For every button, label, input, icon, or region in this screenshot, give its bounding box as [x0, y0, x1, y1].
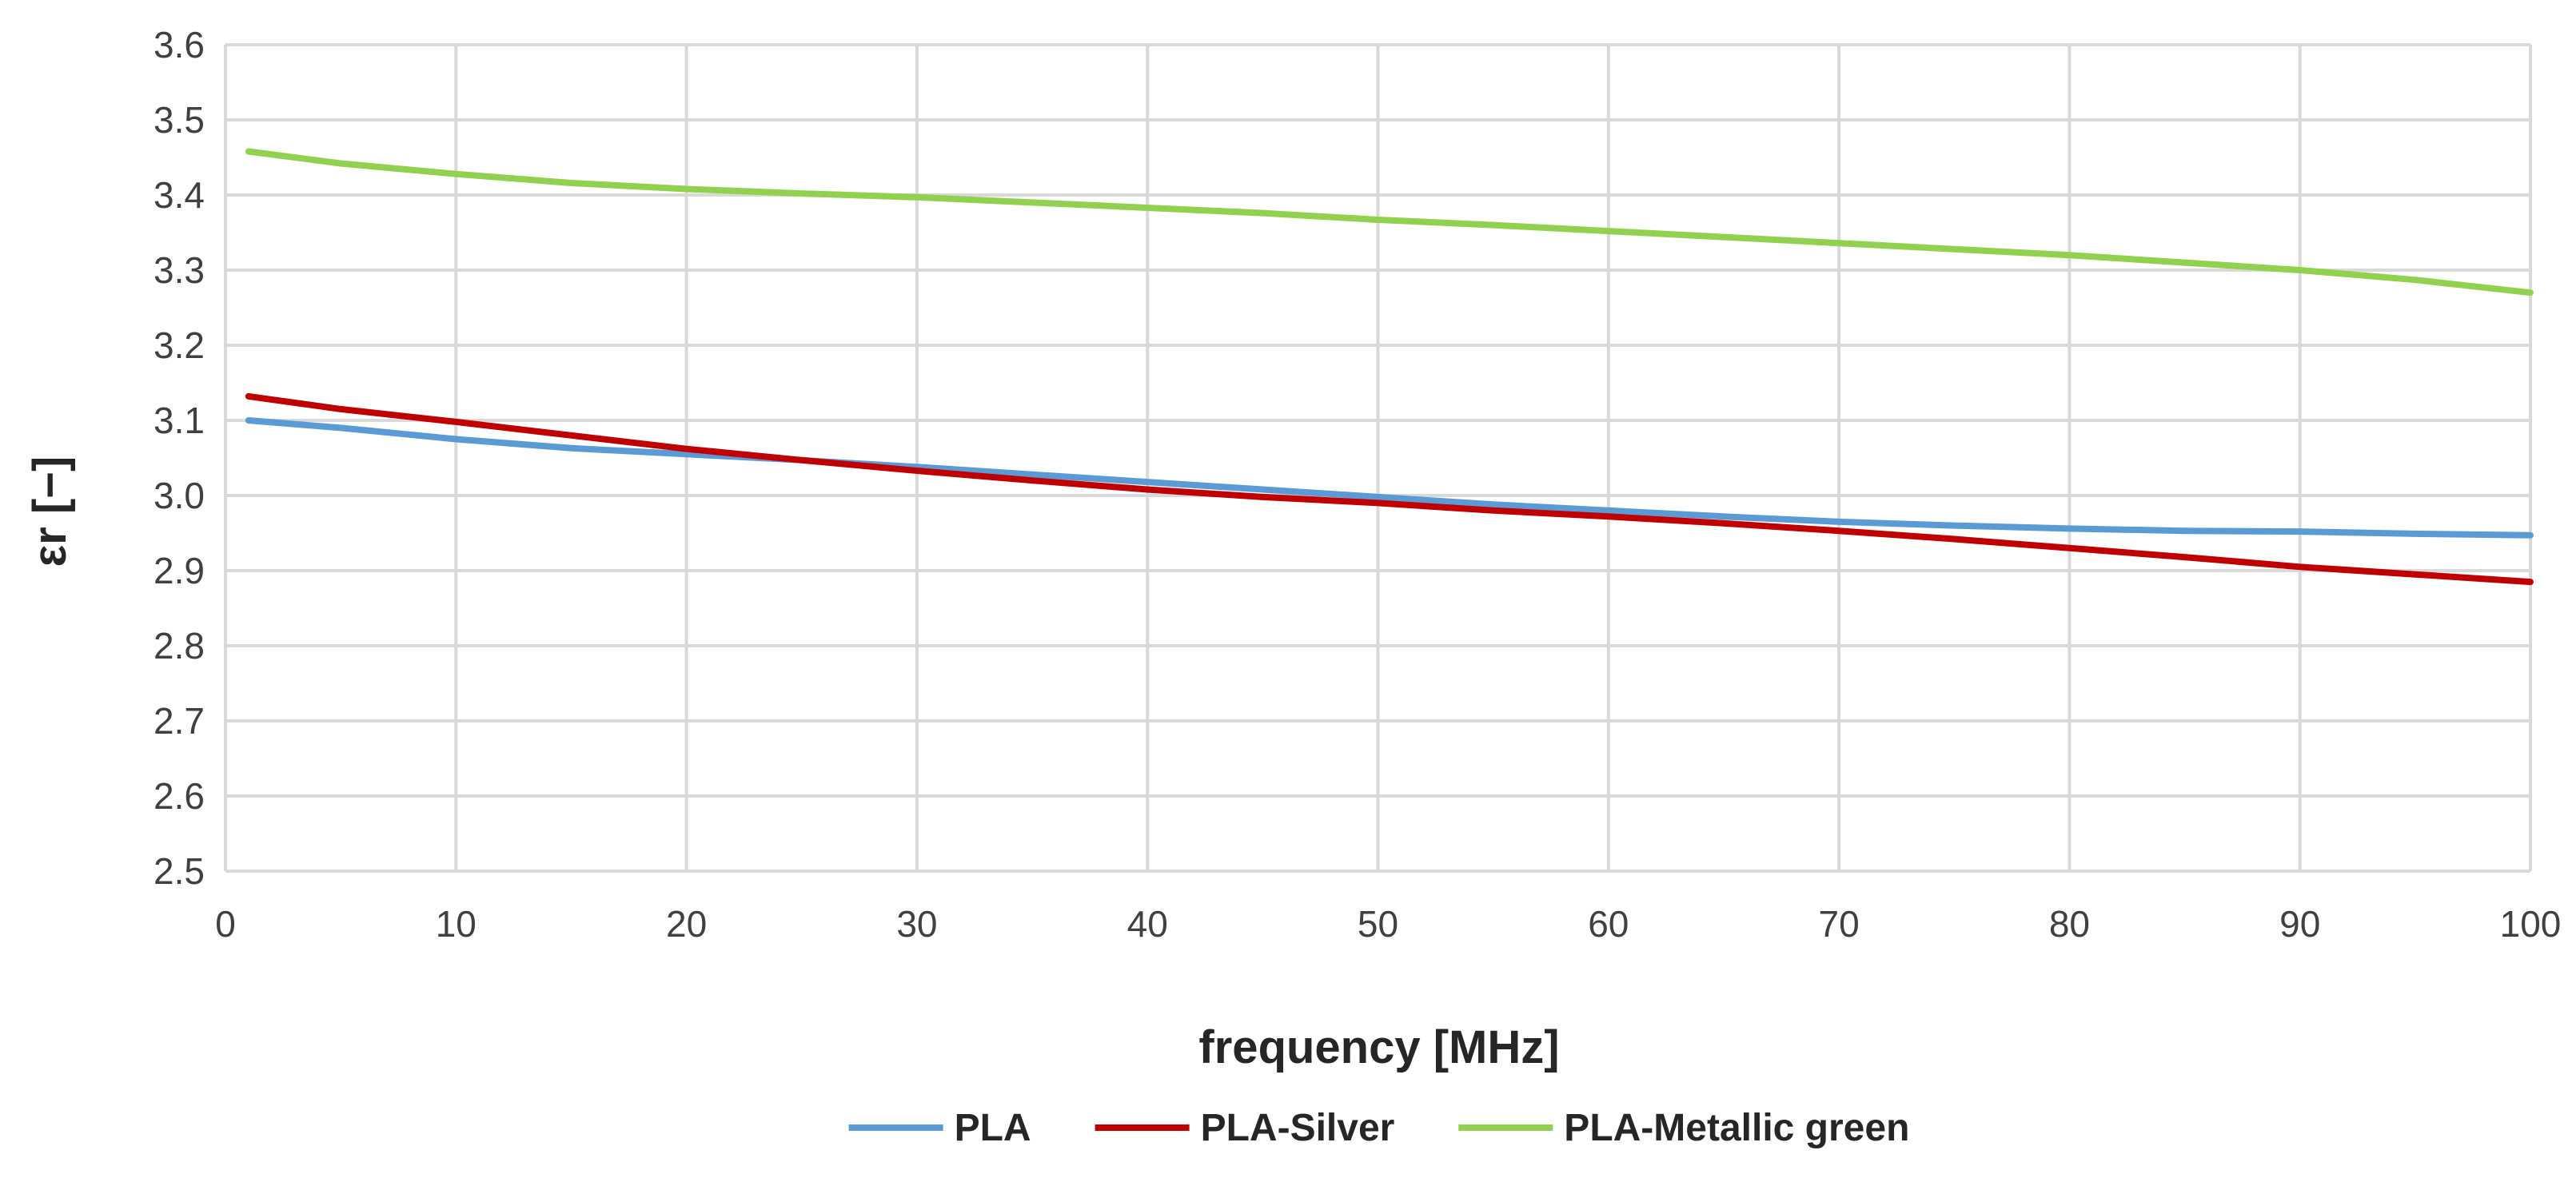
x-tick-label: 60 [1588, 903, 1629, 945]
legend-item: PLA [848, 1107, 1031, 1149]
y-tick-label: 3.3 [154, 249, 205, 291]
y-tick-label: 2.8 [154, 625, 205, 667]
x-axis-title: frequency [MHz] [1198, 1021, 1559, 1073]
y-tick-label: 3.6 [154, 24, 205, 66]
series-line-pla [245, 417, 2534, 539]
y-tick-label: 2.7 [154, 700, 205, 742]
series-line-pla-metallic-green [245, 148, 2534, 296]
y-tick-label: 2.9 [154, 550, 205, 591]
y-tick-label: 2.5 [154, 850, 205, 892]
x-tick-label: 20 [666, 903, 707, 945]
x-tick-label: 10 [436, 903, 477, 945]
y-axis-ticks: 2.5 2.6 2.7 2.8 2.9 3.0 3.1 3.2 3.3 3.4 3.5 3.6 [154, 24, 205, 892]
legend-item: PLA-Silver [1095, 1107, 1395, 1149]
legend-item: PLA-Metallic green [1458, 1107, 1909, 1149]
y-tick-label: 3.2 [154, 324, 205, 366]
x-tick-label: 90 [2279, 903, 2320, 945]
series-lines [245, 148, 2534, 586]
x-tick-label: 40 [1127, 903, 1168, 945]
legend-label: PLA [955, 1107, 1031, 1149]
y-tick-label: 3.0 [154, 475, 205, 516]
x-tick-label: 30 [896, 903, 937, 945]
x-tick-label: 80 [2049, 903, 2090, 945]
x-tick-label: 70 [1819, 903, 1860, 945]
y-tick-label: 3.4 [154, 174, 205, 216]
x-tick-label: 0 [215, 903, 236, 945]
y-tick-label: 3.5 [154, 99, 205, 141]
y-tick-label: 2.6 [154, 775, 205, 817]
x-axis-ticks: 0 10 20 30 40 50 60 70 80 90 100 [215, 903, 2561, 945]
legend-label: PLA-Silver [1201, 1107, 1395, 1149]
x-tick-label: 50 [1358, 903, 1398, 945]
legend-label: PLA-Metallic green [1564, 1107, 1909, 1149]
x-tick-label: 100 [2500, 903, 2562, 945]
y-axis-title: εr [−] [24, 456, 76, 567]
legend: PLA PLA-Silver PLA-Metallic green [848, 1107, 1909, 1149]
series-line-pla-silver [245, 392, 2534, 586]
y-tick-label: 3.1 [154, 400, 205, 441]
gridlines [224, 43, 2532, 873]
